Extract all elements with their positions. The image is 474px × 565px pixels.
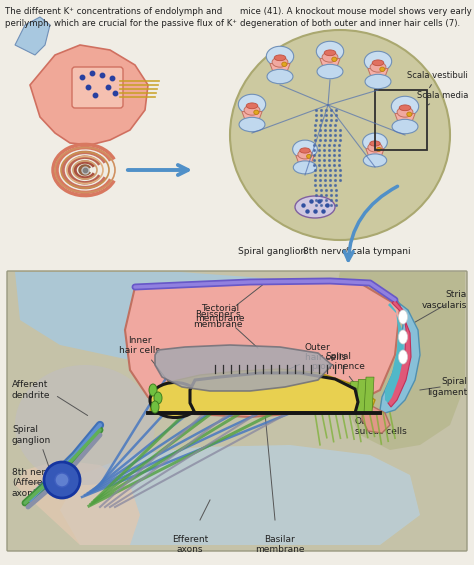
Ellipse shape [370, 62, 386, 72]
Circle shape [55, 473, 69, 487]
Polygon shape [341, 384, 351, 413]
FancyBboxPatch shape [72, 67, 123, 108]
Text: Tectorial
membrane: Tectorial membrane [195, 303, 258, 348]
Polygon shape [60, 445, 420, 545]
Polygon shape [30, 45, 148, 145]
Polygon shape [326, 389, 336, 413]
Ellipse shape [397, 107, 413, 117]
Polygon shape [311, 393, 321, 413]
Polygon shape [15, 17, 50, 55]
Ellipse shape [272, 57, 288, 67]
Ellipse shape [267, 69, 293, 84]
Text: Afferent
dendrite: Afferent dendrite [12, 380, 51, 399]
Ellipse shape [254, 110, 259, 115]
Ellipse shape [399, 330, 408, 344]
Text: Scala tympani: Scala tympani [346, 247, 410, 256]
Polygon shape [125, 280, 400, 417]
Circle shape [44, 462, 80, 498]
Polygon shape [385, 303, 404, 403]
Ellipse shape [392, 96, 419, 116]
Text: Spiral
ligament: Spiral ligament [427, 377, 467, 397]
Polygon shape [380, 297, 420, 413]
Ellipse shape [244, 105, 260, 115]
Ellipse shape [380, 67, 385, 71]
Polygon shape [319, 391, 328, 413]
Ellipse shape [363, 154, 387, 167]
Ellipse shape [317, 64, 343, 79]
Text: Scala media: Scala media [417, 90, 468, 105]
Polygon shape [15, 460, 140, 545]
Ellipse shape [239, 118, 265, 132]
Text: Stria
vascularis: Stria vascularis [422, 290, 467, 310]
Ellipse shape [230, 30, 450, 240]
Ellipse shape [154, 392, 162, 404]
Polygon shape [320, 59, 340, 70]
Ellipse shape [368, 143, 382, 152]
Ellipse shape [363, 133, 387, 151]
Ellipse shape [399, 105, 411, 111]
Text: Outer
sulcus cells: Outer sulcus cells [347, 399, 407, 436]
Ellipse shape [399, 350, 408, 364]
Ellipse shape [150, 383, 200, 418]
Text: mice (41). A knockout mouse model shows very early
degeneration of both outer an: mice (41). A knockout mouse model shows … [240, 7, 472, 28]
Ellipse shape [307, 154, 311, 158]
Text: The different K⁺ concentrations of endolymph and
perilymph, which are crucial fo: The different K⁺ concentrations of endol… [5, 7, 237, 28]
Ellipse shape [266, 46, 294, 67]
Ellipse shape [372, 60, 384, 66]
Ellipse shape [151, 401, 159, 413]
Polygon shape [356, 379, 366, 413]
Polygon shape [155, 345, 332, 391]
Text: Spiral
ganglion: Spiral ganglion [12, 425, 51, 445]
Polygon shape [334, 386, 344, 413]
Polygon shape [270, 63, 290, 75]
Polygon shape [388, 300, 411, 407]
Polygon shape [15, 272, 310, 365]
Polygon shape [364, 377, 374, 413]
Text: Reissner's
membrane: Reissner's membrane [193, 285, 263, 329]
Ellipse shape [15, 365, 155, 485]
Ellipse shape [332, 57, 337, 62]
Ellipse shape [149, 384, 157, 396]
Polygon shape [296, 156, 314, 166]
Text: Scala vestibuli: Scala vestibuli [407, 71, 468, 88]
Text: Spiral ganglion: Spiral ganglion [238, 247, 306, 256]
Text: Spiral
prominence: Spiral prominence [311, 352, 374, 408]
Ellipse shape [292, 140, 318, 158]
Ellipse shape [293, 161, 317, 174]
Text: Efferent
axons: Efferent axons [172, 535, 208, 554]
Ellipse shape [298, 150, 312, 159]
Text: 8th nerve
(Afferent
axon): 8th nerve (Afferent axon) [12, 468, 56, 498]
Polygon shape [150, 369, 375, 413]
Ellipse shape [370, 141, 380, 146]
Polygon shape [366, 149, 384, 159]
Polygon shape [190, 373, 358, 413]
Ellipse shape [399, 310, 408, 324]
Ellipse shape [365, 75, 391, 89]
Text: Inner
hair cells: Inner hair cells [119, 336, 173, 388]
Polygon shape [395, 114, 415, 125]
Polygon shape [362, 405, 390, 433]
Ellipse shape [274, 55, 286, 60]
Ellipse shape [246, 103, 258, 108]
Text: Basilar
membrane: Basilar membrane [255, 535, 305, 554]
Ellipse shape [407, 112, 412, 116]
Polygon shape [349, 381, 359, 413]
Ellipse shape [377, 147, 381, 151]
Ellipse shape [316, 41, 344, 62]
Ellipse shape [282, 62, 287, 67]
Text: Outer
hair cells: Outer hair cells [288, 343, 346, 370]
Ellipse shape [365, 51, 392, 71]
FancyBboxPatch shape [7, 271, 467, 551]
Polygon shape [368, 68, 388, 80]
Ellipse shape [238, 94, 266, 115]
Ellipse shape [300, 148, 310, 153]
Polygon shape [330, 272, 465, 450]
Ellipse shape [322, 52, 338, 62]
Text: 8th nerve: 8th nerve [303, 247, 347, 256]
Ellipse shape [324, 50, 336, 56]
Bar [375, 90, 427, 150]
Ellipse shape [295, 196, 335, 218]
Polygon shape [242, 111, 262, 123]
Ellipse shape [392, 119, 418, 134]
